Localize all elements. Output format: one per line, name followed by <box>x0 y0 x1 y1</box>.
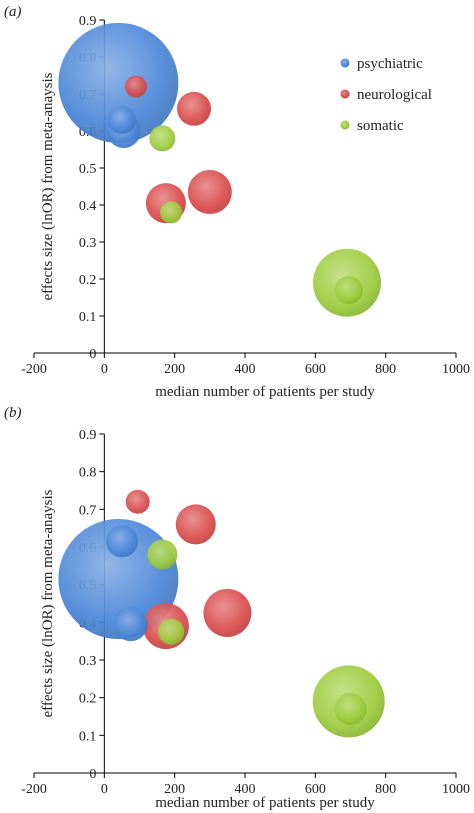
y-tick-label: 0.2 <box>79 273 97 288</box>
y-tick-label: 0.3 <box>79 654 97 669</box>
x-tick-label: 800 <box>375 782 396 797</box>
y-tick-label: 0.2 <box>79 692 97 707</box>
x-axis-title: median number of patients per study <box>155 384 375 400</box>
panel-b: (b)00.10.20.30.40.50.60.70.80.9-20002004… <box>4 405 470 811</box>
y-tick-label: 0.7 <box>79 503 97 518</box>
x-tick-label: 400 <box>235 362 256 377</box>
bubble-neurological <box>187 170 232 215</box>
y-tick-label: 0.1 <box>79 310 97 325</box>
legend-label-neurological: neurological <box>357 87 432 103</box>
y-tick-label: 0.9 <box>79 14 97 29</box>
x-tick-label: 600 <box>305 782 326 797</box>
x-axis-title: median number of patients per study <box>155 795 375 811</box>
y-tick-label: 0.4 <box>79 199 97 214</box>
y-tick-label: 0.5 <box>79 162 97 177</box>
bubble-psychiatric <box>58 519 179 640</box>
bubble-neurological <box>203 588 252 637</box>
y-tick-label: 0.9 <box>79 428 97 443</box>
x-tick-label: 200 <box>164 782 185 797</box>
bubble-somatic <box>158 618 185 645</box>
bubble-somatic <box>334 276 363 305</box>
bubble-neurological <box>175 504 216 545</box>
panel-label: (b) <box>4 405 22 421</box>
x-tick-label: 0 <box>101 362 108 377</box>
x-tick-label: 1000 <box>442 782 470 797</box>
y-tick-label: 0.1 <box>79 729 97 744</box>
legend-marker-somatic <box>340 120 350 130</box>
x-tick-label: -200 <box>21 782 47 797</box>
y-axis-title: effects size (lnOR) from meta-anaysis <box>40 489 56 717</box>
legend-marker-neurological <box>340 89 350 99</box>
panel-a: (a)00.10.20.30.40.50.60.70.80.9-20002004… <box>4 4 470 400</box>
bubble-somatic <box>147 539 178 570</box>
bubble-somatic <box>160 201 183 224</box>
x-tick-label: 0 <box>101 782 108 797</box>
x-tick-label: 600 <box>305 362 326 377</box>
legend-marker-psychiatric <box>340 58 350 68</box>
bubble-neurological <box>177 91 212 126</box>
x-tick-label: 800 <box>375 362 396 377</box>
x-tick-label: 1000 <box>442 362 470 377</box>
x-tick-label: -200 <box>21 362 47 377</box>
y-tick-label: 0 <box>89 767 96 782</box>
panel-label: (a) <box>4 4 22 20</box>
legend-label-psychiatric: psychiatric <box>357 56 423 72</box>
bubble-somatic <box>149 125 176 152</box>
x-tick-label: 400 <box>235 782 256 797</box>
y-tick-label: 0.3 <box>79 236 97 251</box>
bubble-psychiatric <box>105 525 138 558</box>
bubble-psychiatric <box>113 607 148 642</box>
bubble-psychiatric <box>107 105 136 134</box>
bubble-somatic <box>334 692 367 725</box>
bubble-neurological <box>124 75 147 98</box>
legend-label-somatic: somatic <box>357 118 404 134</box>
x-tick-label: 200 <box>164 362 185 377</box>
y-tick-label: 0.8 <box>79 466 97 481</box>
bubble-neurological <box>125 489 150 514</box>
y-axis-title: effects size (lnOR) from meta-anaysis <box>40 72 56 300</box>
bubble-psychiatric <box>58 22 179 143</box>
y-tick-label: 0 <box>89 347 96 362</box>
